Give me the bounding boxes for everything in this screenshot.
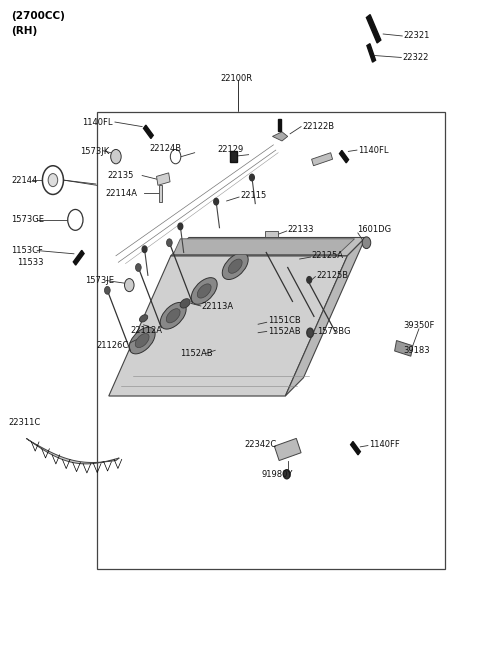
Text: 22342C: 22342C bbox=[245, 440, 277, 449]
Polygon shape bbox=[73, 250, 84, 265]
Polygon shape bbox=[171, 238, 365, 255]
Polygon shape bbox=[367, 44, 375, 62]
Text: 1573JK: 1573JK bbox=[80, 147, 109, 156]
Polygon shape bbox=[278, 119, 281, 131]
Polygon shape bbox=[144, 125, 153, 138]
Ellipse shape bbox=[135, 333, 149, 348]
Text: (2700CC): (2700CC) bbox=[11, 11, 65, 21]
Text: 22124B: 22124B bbox=[149, 143, 181, 153]
Text: 22311C: 22311C bbox=[9, 418, 41, 426]
Text: 21126C: 21126C bbox=[97, 341, 129, 350]
Text: 22135: 22135 bbox=[108, 171, 134, 180]
Text: 1152AB: 1152AB bbox=[180, 349, 213, 358]
Text: 22113A: 22113A bbox=[202, 302, 234, 311]
Circle shape bbox=[105, 286, 110, 294]
Bar bbox=[97, 112, 445, 569]
Circle shape bbox=[283, 470, 290, 479]
Text: 22144: 22144 bbox=[11, 176, 37, 185]
Polygon shape bbox=[285, 238, 365, 396]
Polygon shape bbox=[339, 151, 348, 163]
Circle shape bbox=[307, 276, 312, 283]
Text: 22125A: 22125A bbox=[312, 252, 344, 260]
Ellipse shape bbox=[197, 284, 211, 298]
Ellipse shape bbox=[166, 309, 180, 323]
Circle shape bbox=[42, 166, 63, 195]
Text: 1151CB: 1151CB bbox=[268, 316, 300, 326]
Bar bbox=[159, 185, 162, 202]
Text: 91980Y: 91980Y bbox=[262, 470, 293, 479]
Text: 22322: 22322 bbox=[402, 53, 429, 62]
Ellipse shape bbox=[160, 303, 186, 329]
Text: 1140FF: 1140FF bbox=[369, 440, 399, 449]
Circle shape bbox=[178, 223, 183, 230]
Polygon shape bbox=[395, 341, 413, 356]
Circle shape bbox=[250, 174, 254, 181]
Bar bbox=[229, 151, 237, 162]
Ellipse shape bbox=[129, 328, 155, 354]
Ellipse shape bbox=[228, 259, 242, 273]
Polygon shape bbox=[312, 153, 333, 166]
Polygon shape bbox=[173, 239, 355, 254]
Text: 1153CF: 1153CF bbox=[11, 246, 43, 255]
Circle shape bbox=[48, 174, 58, 187]
Polygon shape bbox=[109, 255, 348, 396]
Circle shape bbox=[68, 210, 83, 231]
Text: 22125B: 22125B bbox=[316, 271, 348, 280]
Text: 1601DG: 1601DG bbox=[357, 225, 391, 234]
Text: 1573GE: 1573GE bbox=[11, 215, 44, 225]
Text: 22129: 22129 bbox=[217, 145, 243, 154]
Circle shape bbox=[214, 198, 218, 205]
Text: 39183: 39183 bbox=[403, 346, 430, 355]
Text: (RH): (RH) bbox=[11, 26, 37, 35]
Circle shape bbox=[307, 328, 313, 337]
Ellipse shape bbox=[180, 299, 190, 308]
Text: 22321: 22321 bbox=[404, 31, 430, 41]
Circle shape bbox=[142, 246, 147, 252]
Ellipse shape bbox=[191, 278, 217, 305]
Text: 1140FL: 1140FL bbox=[359, 145, 389, 155]
Text: 22122B: 22122B bbox=[302, 122, 334, 131]
Polygon shape bbox=[366, 14, 381, 43]
Text: 22115: 22115 bbox=[240, 191, 266, 200]
Circle shape bbox=[362, 237, 371, 249]
Circle shape bbox=[167, 239, 172, 247]
Text: 1140FL: 1140FL bbox=[83, 117, 113, 126]
Ellipse shape bbox=[222, 253, 248, 280]
Text: 39350F: 39350F bbox=[403, 321, 434, 330]
Text: 11533: 11533 bbox=[17, 258, 43, 267]
Circle shape bbox=[111, 149, 121, 164]
Bar bbox=[156, 173, 170, 185]
Text: 1573JE: 1573JE bbox=[85, 276, 114, 285]
Circle shape bbox=[135, 263, 141, 271]
Text: 1152AB: 1152AB bbox=[268, 327, 300, 336]
Text: 22133: 22133 bbox=[288, 225, 314, 234]
Text: 22112A: 22112A bbox=[130, 326, 162, 335]
Text: 22114A: 22114A bbox=[106, 189, 137, 198]
Text: 1573BG: 1573BG bbox=[317, 327, 351, 336]
Ellipse shape bbox=[140, 314, 148, 322]
Text: 22100R: 22100R bbox=[220, 74, 252, 83]
Bar bbox=[265, 231, 278, 238]
Polygon shape bbox=[273, 132, 288, 141]
Polygon shape bbox=[26, 438, 119, 464]
Circle shape bbox=[170, 149, 181, 164]
Polygon shape bbox=[275, 438, 301, 460]
Polygon shape bbox=[350, 441, 360, 455]
Circle shape bbox=[124, 278, 134, 291]
